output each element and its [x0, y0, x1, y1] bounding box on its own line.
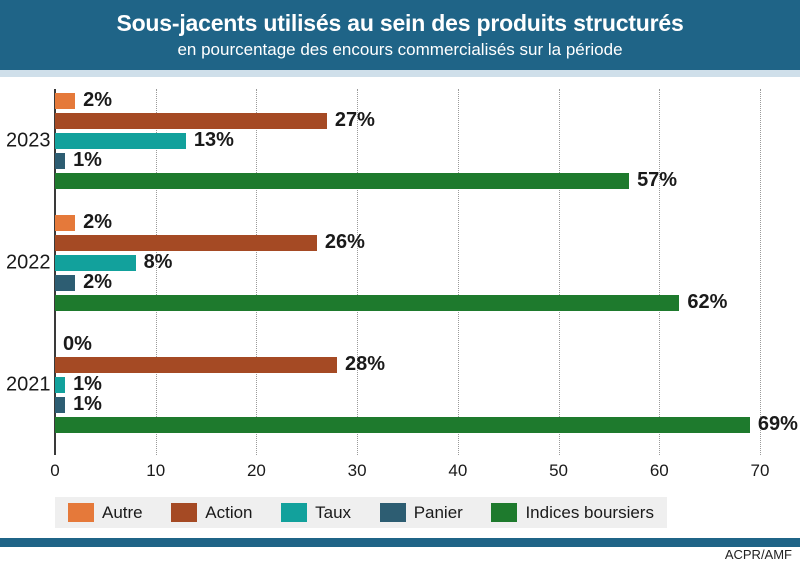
x-tick-label-30: 30 — [347, 461, 367, 480]
bar-2022-action — [55, 235, 317, 251]
bar-2022-autre — [55, 215, 76, 231]
legend-item-panier: Panier — [379, 502, 463, 523]
plot-area: 0 10 20 30 40 50 60 70 2023 2% 27% 13% 1% 57% 2022 2% 26… — [6, 89, 798, 480]
chart-title: Sous-jacents utilisés au sein des produi… — [116, 10, 684, 37]
x-tick-label-70: 70 — [750, 461, 770, 480]
header-accent-strip — [0, 70, 800, 77]
legend-label: Panier — [413, 502, 463, 522]
legend-label: Taux — [315, 502, 352, 522]
x-tick-label-40: 40 — [448, 461, 468, 480]
bar-value-label: 28% — [345, 353, 386, 375]
x-tick-label-60: 60 — [649, 461, 669, 480]
bar-value-label: 2% — [83, 211, 113, 233]
legend-item-indices-boursiers: Indices boursiers — [491, 503, 654, 523]
legend-swatch — [379, 503, 406, 522]
bar-2023-taux — [55, 133, 186, 149]
legend: Autre Action Taux Panier Indices boursiers — [55, 497, 667, 528]
gridline-10 — [155, 89, 157, 455]
legend-swatch — [171, 503, 198, 522]
source-credit: ACPR/AMF — [724, 547, 792, 562]
gridline-50 — [558, 89, 560, 455]
bar-value-label: 1% — [73, 373, 102, 395]
figure-header: Sous-jacents utilisés au sein des produi… — [0, 0, 800, 70]
bar-2021-taux — [55, 377, 66, 393]
bar-2022-indices-boursiers — [55, 295, 680, 311]
bar-value-label: 1% — [73, 393, 102, 415]
bar-2022-taux — [55, 255, 136, 271]
bar-value-label: 57% — [637, 169, 678, 191]
bar-value-label: 0% — [63, 333, 92, 355]
bar-2023-panier — [55, 153, 66, 169]
bar-2021-action — [55, 357, 337, 373]
x-tick-label-50: 50 — [549, 461, 569, 480]
legend-item-taux: Taux — [281, 503, 351, 523]
bar-value-label: 13% — [193, 129, 234, 151]
year-label-2021: 2021 — [6, 373, 51, 396]
bar-value-label: 2% — [83, 89, 113, 111]
legend-swatch — [281, 503, 308, 522]
footer-accent-bar — [0, 538, 800, 547]
x-tick-label-0: 0 — [50, 461, 60, 480]
bar-2021-indices-boursiers — [55, 417, 750, 433]
bar-2023-action — [55, 113, 327, 129]
gridline-70 — [760, 89, 761, 455]
bar-value-label: 62% — [687, 291, 728, 313]
gridline-40 — [457, 89, 459, 455]
chart-subtitle: en pourcentage des encours commercialisé… — [177, 39, 623, 59]
legend-item-action: Action — [171, 502, 253, 523]
chart-region: 0 10 20 30 40 50 60 70 2023 2% 27% 13% 1% 57% 2022 2% 26… — [0, 77, 800, 537]
bar-2021-panier — [55, 397, 66, 413]
bar-value-label: 8% — [143, 251, 173, 273]
bar-value-label: 69% — [757, 413, 798, 435]
x-tick-label-20: 20 — [246, 461, 266, 480]
bar-2023-indices-boursiers — [55, 173, 630, 189]
bar-2023-autre — [55, 93, 76, 109]
y-axis-line — [54, 89, 56, 455]
gridline-20 — [256, 89, 258, 455]
legend-swatch — [68, 503, 94, 522]
legend-label: Action — [205, 502, 253, 522]
gridline-60 — [659, 89, 661, 455]
bar-2022-panier — [55, 275, 76, 291]
legend-label: Indices boursiers — [525, 502, 654, 522]
legend-label: Autre — [102, 502, 143, 522]
year-label-2023: 2023 — [6, 129, 51, 152]
year-label-2022: 2022 — [6, 251, 51, 274]
legend-item-autre: Autre — [68, 503, 143, 523]
bar-value-label: 26% — [324, 231, 365, 253]
gridline-30 — [357, 89, 359, 455]
bar-value-label: 2% — [83, 271, 113, 293]
legend-swatch — [491, 503, 518, 522]
bar-value-label: 27% — [334, 109, 375, 131]
x-tick-label-10: 10 — [146, 461, 166, 480]
bar-value-label: 1% — [73, 149, 102, 171]
